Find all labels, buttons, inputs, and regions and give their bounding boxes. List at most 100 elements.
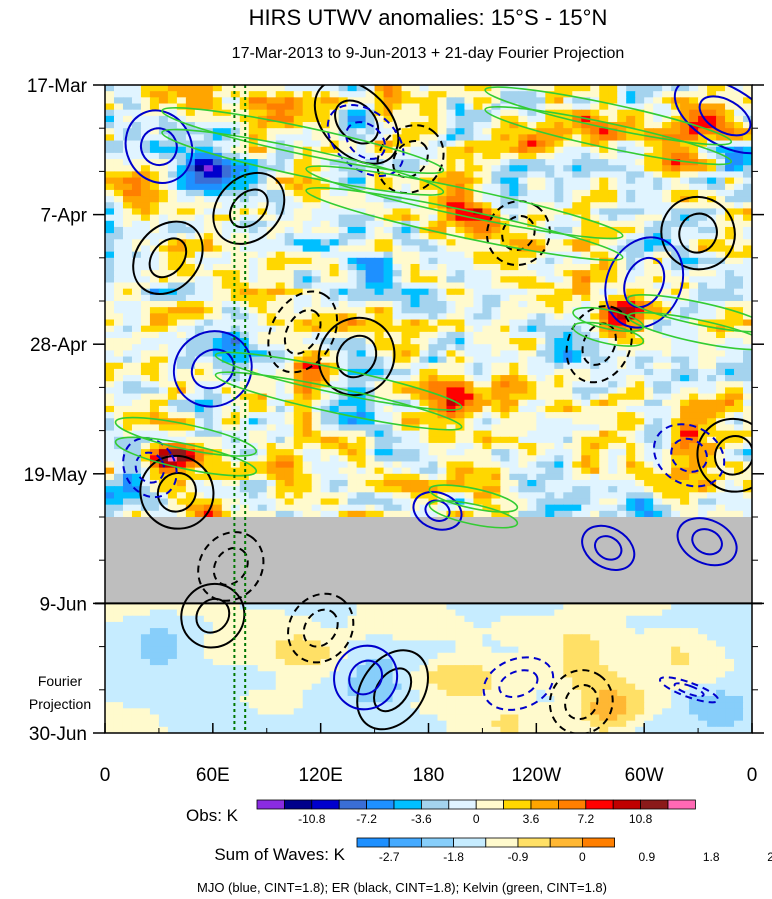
heatmap-cell xyxy=(608,461,618,469)
heatmap-cell xyxy=(293,134,304,142)
heatmap-cell xyxy=(167,387,178,395)
heatmap-cell xyxy=(122,97,133,105)
heatmap-cell xyxy=(176,202,187,210)
heatmap-cell xyxy=(329,356,340,364)
heatmap-cell xyxy=(635,436,645,444)
heatmap-cell xyxy=(284,479,295,487)
heatmap-cell xyxy=(365,399,376,407)
heatmap-cell xyxy=(599,368,609,376)
heatmap-cell xyxy=(383,257,394,265)
heatmap-cell xyxy=(662,276,672,284)
heatmap-cell xyxy=(329,239,340,247)
heatmap-cell xyxy=(365,220,376,228)
heatmap-cell xyxy=(356,226,367,234)
heatmap-cell xyxy=(266,122,277,129)
heatmap-cell xyxy=(338,418,349,426)
heatmap-cell xyxy=(302,356,313,364)
heatmap-cell xyxy=(536,442,546,450)
heatmap-cell xyxy=(347,399,358,407)
heatmap-cell xyxy=(176,270,187,277)
heatmap-cell xyxy=(500,375,510,382)
heatmap-cell xyxy=(482,202,493,210)
heatmap-cell xyxy=(680,152,690,160)
heatmap-cell xyxy=(140,405,151,413)
heatmap-cell xyxy=(257,418,268,426)
heatmap-cell xyxy=(455,492,466,500)
heatmap-cell xyxy=(428,202,439,210)
heatmap-cell xyxy=(239,325,250,333)
heatmap-cell xyxy=(464,270,475,277)
heatmap-cell xyxy=(671,331,681,339)
heatmap-cell xyxy=(158,152,169,160)
heatmap-cell xyxy=(266,97,277,105)
heatmap-cell xyxy=(509,498,519,506)
heatmap-cell xyxy=(311,122,322,129)
heatmap-cell xyxy=(284,362,295,370)
heatmap-cell xyxy=(563,183,573,191)
heatmap-cell xyxy=(698,85,708,92)
heatmap-cell xyxy=(509,208,519,216)
heatmap-cell xyxy=(248,325,259,333)
heatmap-cell xyxy=(455,331,466,339)
heatmap-cell xyxy=(293,177,304,185)
heatmap-cell xyxy=(392,504,403,512)
heatmap-cell xyxy=(662,368,672,376)
heatmap-cell xyxy=(653,208,663,216)
heatmap-cell xyxy=(221,214,232,222)
heatmap-cell xyxy=(356,251,367,259)
heatmap-cell xyxy=(437,159,448,166)
heatmap-cell xyxy=(455,257,466,265)
heatmap-cell xyxy=(500,350,510,358)
heatmap-cell xyxy=(518,449,528,456)
heatmap-cell xyxy=(644,171,654,179)
heatmap-cell xyxy=(239,356,250,364)
heatmap-cell xyxy=(311,171,322,179)
heatmap-cell xyxy=(671,226,681,234)
heatmap-cell xyxy=(158,226,169,234)
heatmap-cell xyxy=(248,313,259,321)
heatmap-cell xyxy=(518,319,528,327)
heatmap-cell xyxy=(608,97,618,105)
heatmap-cell xyxy=(671,393,681,401)
heatmap-cell xyxy=(401,412,412,419)
heatmap-cell xyxy=(680,270,690,277)
heatmap-cell xyxy=(320,455,331,463)
heatmap-cell xyxy=(545,177,555,185)
heatmap-cell xyxy=(293,97,304,105)
heatmap-cell xyxy=(446,368,457,376)
heatmap-cell xyxy=(203,307,214,314)
heatmap-cell xyxy=(590,405,600,413)
heatmap-cell xyxy=(266,473,277,481)
heatmap-cell xyxy=(698,189,708,197)
heatmap-cell xyxy=(284,498,295,506)
heatmap-cell xyxy=(743,368,752,376)
heatmap-cell xyxy=(284,208,295,216)
heatmap-cell xyxy=(500,226,510,234)
heatmap-cell xyxy=(473,331,484,339)
heatmap-cell xyxy=(626,473,636,481)
heatmap-cell xyxy=(275,294,286,302)
heatmap-cell xyxy=(105,492,115,500)
heatmap-cell xyxy=(617,214,627,222)
heatmap-cell xyxy=(374,455,385,463)
heatmap-cell xyxy=(464,387,475,395)
heatmap-cell xyxy=(365,467,376,475)
heatmap-cell xyxy=(689,473,699,481)
heatmap-cell xyxy=(545,479,555,487)
heatmap-cell xyxy=(221,91,232,98)
heatmap-cell xyxy=(608,387,618,395)
heatmap-cell xyxy=(122,479,133,487)
heatmap-cell xyxy=(500,313,510,321)
heatmap-cell xyxy=(212,362,223,370)
heatmap-cell xyxy=(725,183,735,191)
heatmap-cell xyxy=(365,97,376,105)
heatmap-cell xyxy=(617,270,627,277)
heatmap-cell xyxy=(356,85,367,92)
heatmap-cell xyxy=(221,233,232,240)
heatmap-cell xyxy=(734,288,744,296)
heatmap-cell xyxy=(464,313,475,321)
heatmap-cell xyxy=(320,479,331,487)
heatmap-cell xyxy=(230,177,241,185)
heatmap-cell xyxy=(401,436,412,444)
heatmap-cell xyxy=(185,226,196,234)
